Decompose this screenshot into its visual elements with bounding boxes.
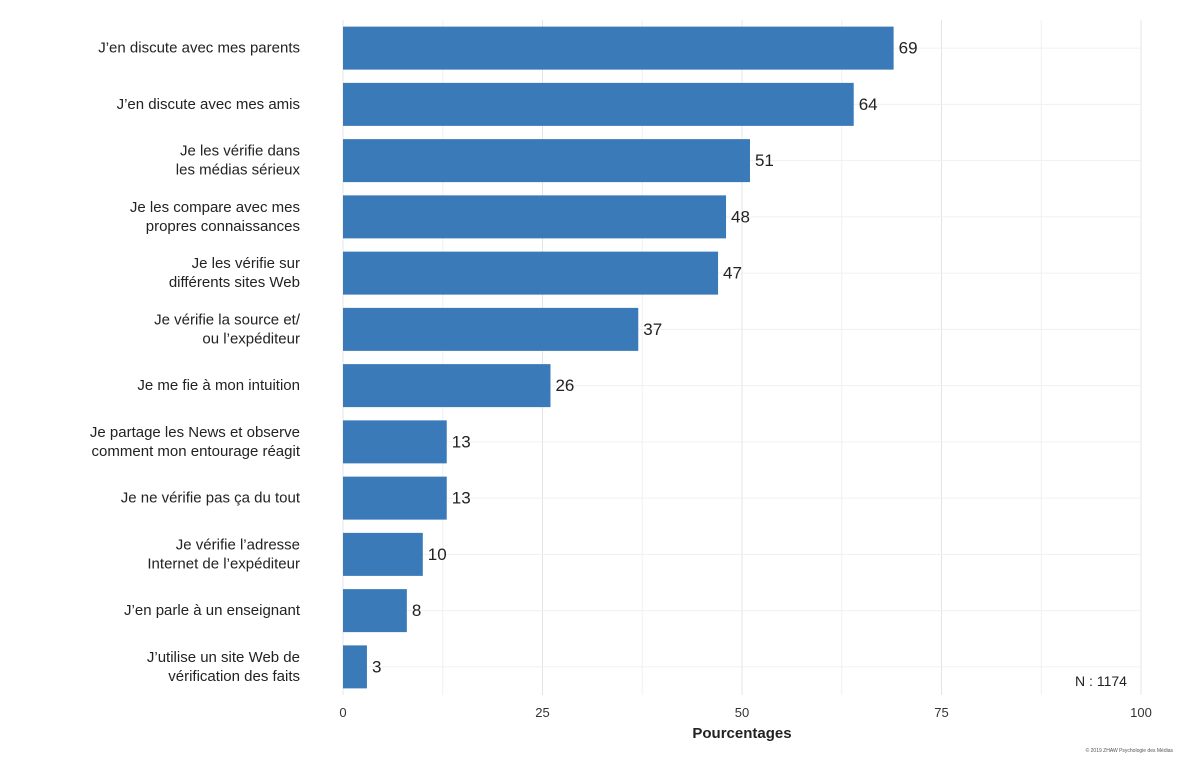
category-labels: J’en discute avec mes parents J’en discut…: [90, 40, 301, 685]
category-label: J’en discute avec mes amis: [117, 96, 300, 113]
bar: [343, 532, 423, 576]
category-label: J’utilise un site Web de: [147, 649, 300, 666]
bar: [343, 364, 551, 408]
x-tick-label: 0: [339, 705, 346, 720]
bar-value-label: 26: [555, 376, 574, 395]
bar-value-label: 3: [372, 657, 381, 676]
x-tick-label: 25: [535, 705, 549, 720]
x-tick-label: 100: [1130, 705, 1152, 720]
category-label: Je les vérifie sur: [192, 255, 300, 272]
bar: [343, 589, 407, 633]
category-label: J’en parle à un enseignant: [124, 602, 301, 619]
x-axis-ticks: 0 25 50 75 100: [339, 705, 1151, 720]
x-axis-title: Pourcentages: [692, 725, 791, 742]
category-label: propres connaissances: [146, 218, 300, 235]
category-label: Internet de l’expéditeur: [147, 555, 300, 572]
category-label: les médias sérieux: [176, 162, 301, 179]
category-label: J’en discute avec mes parents: [98, 40, 300, 57]
bar: [343, 139, 750, 183]
bar: [343, 476, 447, 520]
bar-value-label: 8: [412, 601, 421, 620]
bar-value-label: 47: [723, 264, 742, 283]
bar-value-label: 13: [452, 432, 471, 451]
bar: [343, 195, 727, 239]
bar: [343, 307, 639, 351]
bar-value-label: 69: [899, 39, 918, 58]
category-label: vérification des faits: [168, 668, 300, 685]
x-tick-label: 75: [934, 705, 948, 720]
category-label: Je ne vérifie pas ça du tout: [121, 490, 301, 507]
category-label: Je partage les News et observe: [90, 424, 300, 441]
bar-value-label: 48: [731, 207, 750, 226]
sample-size-annotation: N : 1174: [1075, 673, 1127, 689]
category-label: ou l’expéditeur: [202, 330, 300, 347]
bar-value-label: 37: [643, 320, 662, 339]
copyright-credit: © 2019 ZHAW Psychologie des Médias: [1086, 747, 1174, 754]
bar-value-label: 13: [452, 489, 471, 508]
category-label: Je vérifie l’adresse: [176, 536, 300, 553]
bar: [343, 82, 854, 126]
category-label: Je les compare avec mes: [130, 199, 300, 216]
category-label: différents sites Web: [169, 274, 300, 291]
bar: [343, 645, 367, 689]
bar: [343, 26, 894, 70]
category-label: Je me fie à mon intuition: [137, 377, 300, 394]
category-label: Je les vérifie dans: [180, 143, 300, 160]
x-tick-label: 50: [735, 705, 749, 720]
category-label: comment mon entourage réagit: [92, 443, 301, 460]
bar-value-label: 51: [755, 151, 774, 170]
bar-value-label: 10: [428, 545, 447, 564]
bar: [343, 420, 447, 464]
bar: [343, 251, 719, 295]
bars: 69 64 51 48 47 37 26 13 13 10 8 3: [343, 26, 918, 689]
bar-value-label: 64: [859, 95, 878, 114]
category-label: Je vérifie la source et/: [154, 311, 301, 328]
